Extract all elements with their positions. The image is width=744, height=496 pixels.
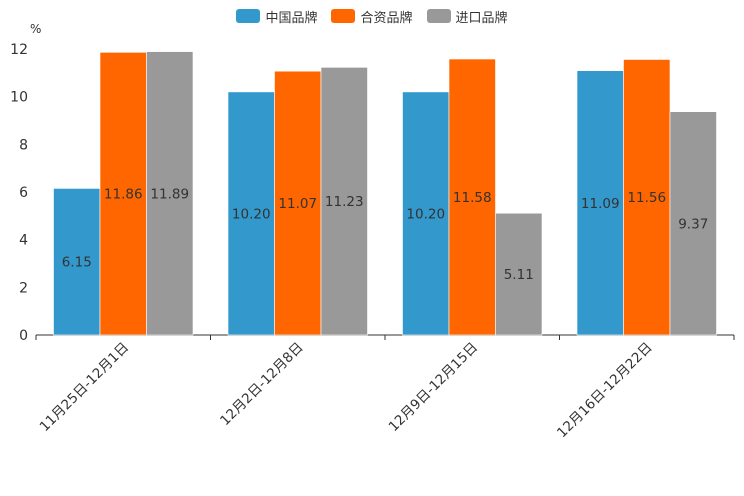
legend-label-china-brand: 中国品牌 xyxy=(265,10,318,26)
legend: 中国品牌 合资品牌 进口品牌 xyxy=(0,6,744,26)
y-tick-label: 10 xyxy=(10,90,28,106)
legend-swatch-china-brand xyxy=(236,9,261,23)
legend-swatch-import-brand xyxy=(426,9,451,23)
bar-value-label: 11.56 xyxy=(627,190,666,206)
bar-value-label: 9.37 xyxy=(678,216,708,232)
x-category-label: 12月2日-12月8日 xyxy=(217,340,306,429)
y-tick-label: 4 xyxy=(19,233,28,249)
bar[interactable] xyxy=(576,70,624,336)
bar-value-label: 11.23 xyxy=(325,194,364,210)
y-tick-label: 0 xyxy=(19,328,28,344)
bar-value-label: 11.09 xyxy=(581,196,620,212)
legend-item-china-brand[interactable]: 中国品牌 xyxy=(236,7,317,26)
bar[interactable] xyxy=(146,51,194,336)
bar-value-label: 11.89 xyxy=(150,186,189,202)
legend-item-import-brand[interactable]: 进口品牌 xyxy=(426,7,508,26)
y-tick-label: 6 xyxy=(19,185,28,201)
bar[interactable] xyxy=(320,67,368,336)
legend-item-jv-brand[interactable]: 合资品牌 xyxy=(331,7,413,26)
x-category-label: 12月9日-12月15日 xyxy=(386,340,481,435)
bar-value-label: 11.86 xyxy=(104,187,143,203)
bar[interactable] xyxy=(448,58,496,336)
bar[interactable] xyxy=(53,188,101,336)
bar-value-label: 11.07 xyxy=(278,196,317,212)
bar[interactable] xyxy=(99,52,147,336)
legend-label-jv-brand: 合资品牌 xyxy=(360,10,413,26)
bar[interactable] xyxy=(669,111,717,336)
bar[interactable] xyxy=(402,91,450,336)
bar-value-label: 10.20 xyxy=(406,206,445,222)
bar-value-label: 5.11 xyxy=(504,267,534,283)
y-tick-label: 12 xyxy=(10,42,28,58)
bar[interactable] xyxy=(227,91,275,336)
y-tick-label: 8 xyxy=(19,137,28,153)
legend-swatch-jv-brand xyxy=(331,9,356,23)
bar-value-label: 11.58 xyxy=(453,190,492,206)
bar-value-label: 6.15 xyxy=(62,255,92,271)
bar[interactable] xyxy=(274,70,322,336)
legend-label-import-brand: 进口品牌 xyxy=(455,10,508,26)
y-tick-label: 2 xyxy=(19,280,28,296)
bar[interactable] xyxy=(495,212,543,336)
x-category-label: 12月16日-12月22日 xyxy=(554,340,656,442)
bar-value-label: 10.20 xyxy=(232,206,271,222)
x-category-label: 11月25日-12月1日 xyxy=(37,340,132,435)
y-axis-unit-label: % xyxy=(30,22,41,36)
bar[interactable] xyxy=(623,59,671,336)
